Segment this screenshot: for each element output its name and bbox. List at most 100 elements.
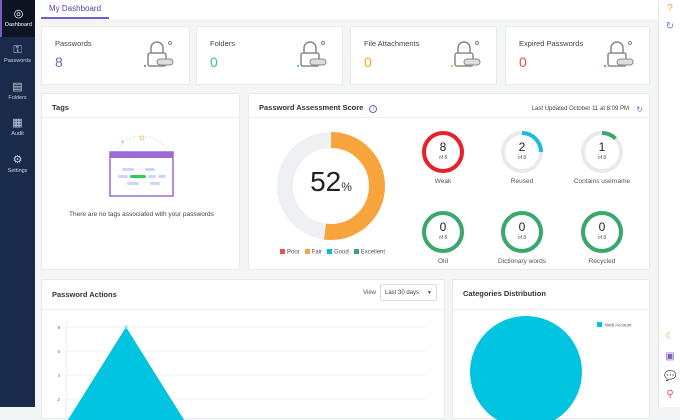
gear-icon: ⚙: [12, 153, 23, 166]
moon-icon[interactable]: ☾: [665, 331, 675, 342]
metric-weak[interactable]: 8 of 8 Weak: [421, 130, 465, 185]
chat-icon[interactable]: 💬: [664, 371, 677, 382]
y-tick-label: 4: [57, 373, 60, 378]
stat-card-folders[interactable]: Folders 0: [196, 26, 343, 85]
legend-label: Fair: [311, 249, 323, 256]
stat-value: 0: [519, 54, 527, 70]
location-icon[interactable]: ⚲: [666, 389, 674, 400]
y-tick-label: 8: [57, 325, 60, 330]
sidebar-item-audit[interactable]: ▦ Audit: [0, 110, 35, 147]
metric-ring: [581, 131, 623, 173]
categories-title: Categories Distribution: [453, 280, 649, 310]
score-donut: [277, 132, 385, 240]
stat-value: 8: [55, 54, 63, 70]
score-legend: Poor Fair Good Excellent: [280, 249, 385, 256]
legend-swatch: [304, 249, 310, 254]
svg-text:+: +: [121, 140, 125, 146]
password-actions-title: Password Actions: [52, 290, 117, 299]
metric-dictionary-words[interactable]: 0 of 8 Dictionary words: [498, 210, 546, 265]
metric-ring: [501, 131, 543, 173]
refresh-score-icon[interactable]: ↻: [636, 105, 643, 114]
top-bar: My Dashboard: [35, 0, 658, 19]
help-icon[interactable]: ?: [667, 3, 673, 14]
sidebar-item-label: Dashboard: [5, 21, 32, 28]
refresh-icon[interactable]: ↻: [665, 21, 675, 32]
sidebar-item-label: Audit: [11, 131, 24, 138]
sidebar-item-label: Passwords: [4, 58, 31, 65]
legend-label: Good: [334, 249, 349, 256]
metric-label: Contains username: [573, 178, 631, 185]
metric-old[interactable]: 0 of 8 Old: [421, 210, 465, 265]
sidebar-item-label: Settings: [7, 167, 28, 174]
stat-value: 0: [210, 54, 218, 70]
key-icon: ⚿: [13, 44, 22, 57]
metric-total: of 8: [517, 235, 527, 241]
categories-pie-chart: Web Account: [470, 316, 632, 420]
legend-item: Fair: [304, 249, 323, 256]
metric-total: of 8: [517, 155, 527, 161]
info-icon[interactable]: i: [369, 105, 378, 113]
password-actions-chart: 2 4 6 8: [57, 320, 426, 420]
score-value-wrap: 52%: [276, 166, 386, 198]
attachment-icon: [451, 41, 481, 67]
metric-contains-username[interactable]: 1 of 8 Contains username: [574, 130, 630, 185]
sidebar-item-settings[interactable]: ⚙ Settings: [0, 146, 35, 183]
folder-icon: ▤: [12, 80, 23, 93]
chevron-down-icon: ▼: [427, 290, 432, 296]
expired-lock-icon: [604, 41, 634, 67]
tags-title: Tags: [42, 94, 239, 118]
stat-card-passwords[interactable]: Passwords 8: [41, 26, 190, 85]
categories-card: Categories Distribution Web Account: [452, 279, 650, 420]
stat-label: File Attachments: [364, 39, 420, 48]
metric-total: of 8: [438, 155, 448, 161]
sidebar-item-dashboard[interactable]: ◎ Dashboard: [0, 0, 35, 37]
view-label: View: [363, 290, 376, 296]
legend-swatch: [280, 249, 285, 254]
y-tick-label: 6: [57, 349, 60, 354]
legend-item: Good: [327, 249, 349, 256]
donut-score-arc: [277, 132, 385, 240]
pie-legend-swatch: [597, 322, 602, 327]
legend-label: Excellent: [360, 249, 386, 256]
metric-label: Reused: [510, 178, 534, 185]
empty-tags-illustration: +: [109, 135, 174, 197]
metric-value: 0: [439, 220, 447, 234]
sidebar-item-label: Folders: [8, 94, 27, 101]
stat-card-file-attachments[interactable]: File Attachments 0: [350, 26, 497, 85]
metric-total: of 8: [597, 155, 607, 161]
stat-label: Passwords: [55, 39, 92, 48]
tags-empty-message: There are no tags associated with your p…: [69, 211, 214, 218]
tab-my-dashboard[interactable]: My Dashboard: [41, 0, 110, 19]
data-point[interactable]: [124, 325, 128, 329]
pie-slice-web-account[interactable]: [470, 316, 582, 420]
metric-ring: [422, 131, 464, 173]
sidebar: ◎ Dashboard ⚿ Passwords ▤ Folders ▦ Audit ⚙ Setti…: [0, 0, 35, 407]
metric-value: 1: [598, 140, 606, 154]
sidebar-item-folders[interactable]: ▤ Folders: [0, 73, 35, 110]
lock-icon: [144, 41, 174, 67]
score-value: 52: [310, 166, 342, 197]
notes-icon[interactable]: ▣: [665, 351, 675, 362]
metric-label: Recycled: [588, 258, 616, 265]
legend-item: Excellent: [353, 249, 386, 256]
metric-label: Dictionary words: [497, 258, 547, 265]
compass-icon: ◎: [13, 7, 24, 20]
assessment-title: Password Assessment Score: [259, 103, 364, 112]
sidebar-item-passwords[interactable]: ⚿ Passwords: [0, 37, 35, 74]
metric-recycled[interactable]: 0 of 8 Recycled: [580, 210, 624, 265]
stat-card-expired-passwords[interactable]: Expired Passwords 0: [505, 26, 650, 85]
view-dropdown[interactable]: Last 30 days ▼: [380, 284, 437, 301]
stat-value: 0: [364, 54, 372, 70]
metric-value: 2: [518, 140, 526, 154]
stat-label: Folders: [210, 39, 236, 48]
metric-total: of 8: [597, 235, 607, 241]
metric-label: Weak: [434, 178, 452, 185]
metric-value: 0: [598, 220, 606, 234]
right-toolbar: ? ↻ ☾ ▣ 💬 ⚲: [658, 0, 680, 407]
y-tick-label: 2: [57, 397, 60, 402]
metric-total: of 8: [438, 235, 448, 241]
metric-reused[interactable]: 2 of 8 Reused: [500, 130, 544, 185]
view-dropdown-value: Last 30 days: [385, 290, 420, 296]
legend-item: Poor: [280, 249, 300, 256]
legend-label: Poor: [287, 249, 300, 256]
